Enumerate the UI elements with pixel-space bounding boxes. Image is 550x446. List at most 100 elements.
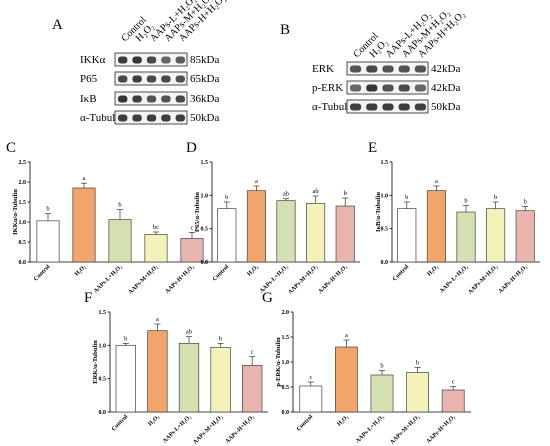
blot-row-label: IκB — [80, 93, 97, 105]
y-tick-label: 2.0 — [282, 310, 290, 316]
category-label: H₂O₂ — [147, 414, 161, 428]
blot-band — [398, 65, 410, 73]
bar — [370, 374, 394, 413]
blot-band — [398, 84, 410, 92]
blot-kda-label: 42kDa — [431, 63, 460, 75]
significance-letter: b — [219, 335, 222, 342]
bar — [144, 234, 168, 263]
y-tick-label: 1.0 — [201, 193, 209, 199]
blot-band — [350, 65, 362, 73]
significance-letter: c — [251, 349, 254, 356]
y-tick-label: 0.0 — [99, 410, 107, 416]
panel-letter: F — [84, 290, 92, 306]
category-label: AAPs-M+H₂O₂ — [192, 414, 224, 446]
blot-kda-label: 42kDa — [431, 82, 460, 94]
blot-band — [118, 95, 128, 103]
blot-band — [118, 56, 128, 64]
category-label: AAPs-M+H₂O₂ — [287, 264, 319, 296]
blot-kda-label: 85kDa — [190, 54, 219, 66]
significance-letter: ab — [313, 188, 319, 195]
category-label: AAPs-L+H₂O₂ — [355, 414, 386, 445]
western-blot-a: ControlH₂O₂AAPs-L+H₂O₂AAPs-M+H₂O₂AAPs-H+… — [80, 0, 228, 125]
blot-band — [366, 84, 378, 92]
category-label: AAPs-H+H₂O₂ — [498, 264, 529, 295]
category-label: AAPs-L+H₂O₂ — [162, 414, 193, 445]
panel-letter: E — [368, 140, 377, 156]
significance-letter: b — [416, 360, 419, 367]
blot-row-label: p-ERK — [312, 82, 343, 94]
bar-chart-c: C IKKα/α-Tubulin 0.0 0.5 1.0 1.5 2.0 2.5 b Contro… — [6, 140, 210, 296]
significance-letter: c — [452, 379, 455, 386]
bar-chart-f: F ERK/α-Tubulin 0.0 0.5 1.0 1.5 b Control a H₂O₂ a… — [84, 290, 268, 446]
y-tick-label: 1.0 — [381, 193, 389, 199]
category-label: Control — [111, 414, 130, 433]
blot-row-label: IKKα — [80, 54, 106, 66]
y-tick-label: 0.0 — [381, 260, 389, 266]
category-label: AAPs-H+H₂O₂ — [165, 264, 196, 295]
bar — [246, 190, 266, 263]
y-tick-label: 2.5 — [19, 160, 27, 166]
category-label: AAPs-M+H₂O₂ — [128, 264, 160, 296]
bar-chart-g: Gp-ERK/α-Tubulin 0.0 0.5 1.0 1.5 2.0 c Control a… — [262, 290, 471, 446]
blot-band — [146, 56, 157, 64]
bar — [335, 346, 358, 413]
blot-row-label: P65 — [80, 73, 98, 85]
y-axis-label: IKKα/α-Tubulin — [12, 189, 19, 235]
bar — [180, 238, 204, 263]
significance-letter: ab — [186, 329, 192, 336]
category-label: AAPs-H+H₂O₂ — [225, 414, 256, 445]
blot-kda-label: 65kDa — [190, 73, 219, 85]
category-label: AAPs-H+H₂O₂ — [318, 264, 349, 295]
significance-letter: b — [118, 202, 121, 209]
significance-letter: b — [344, 190, 347, 197]
western-blot-b: ControlH₂O₂AAPs-L+H₂O₂AAPs-M+H₂O₂AAPs-H+… — [312, 8, 467, 114]
bar — [441, 389, 465, 413]
bar — [426, 190, 446, 263]
bar — [406, 372, 429, 413]
significance-letter: a — [435, 178, 438, 185]
blot-band — [175, 56, 185, 64]
significance-letter: a — [83, 175, 86, 182]
category-label: AAPs-M+H₂O₂ — [467, 264, 499, 296]
blot-band — [414, 103, 426, 111]
y-tick-label: 0.0 — [201, 260, 209, 266]
blot-band — [118, 75, 128, 83]
blot-kda-label: 50kDa — [190, 112, 219, 124]
blot-kda-label: 36kDa — [190, 93, 219, 105]
significance-letter: ab — [283, 191, 289, 198]
blot-row-label: α-Tubulin — [312, 101, 356, 113]
significance-letter: bc — [153, 224, 159, 231]
blot-band — [366, 103, 378, 111]
bar — [299, 385, 323, 413]
y-axis-label: P65/α-Tubulin — [194, 192, 201, 232]
bar — [210, 346, 231, 413]
bar — [115, 344, 136, 413]
blot-band — [161, 75, 171, 83]
blot-band — [350, 84, 362, 92]
blot-band — [175, 75, 185, 83]
blot-band — [161, 95, 171, 103]
y-tick-label: 1.5 — [381, 160, 389, 166]
category-label: H₂O₂ — [336, 414, 350, 428]
blot-band — [132, 95, 142, 103]
blot-band — [146, 75, 157, 83]
category-label: H₂O₂ — [246, 264, 260, 278]
y-axis-label: IκB/α-Tubulin — [375, 192, 382, 232]
category-label: Control — [392, 264, 411, 283]
significance-letter: b — [464, 197, 467, 204]
y-tick-label: 0.5 — [201, 227, 209, 233]
y-tick-label: 0.5 — [381, 227, 389, 233]
significance-letter: b — [494, 194, 497, 201]
blot-band — [414, 65, 426, 73]
bar — [515, 210, 535, 263]
bar — [108, 219, 132, 263]
blot-band — [132, 75, 142, 83]
bar-chart-e: E IκB/α-Tubulin 0.0 0.5 1.0 1.5 b Control a H₂O₂ b… — [368, 140, 540, 296]
bar — [147, 330, 168, 413]
category-label: Control — [212, 264, 231, 283]
blot-band — [161, 114, 171, 122]
y-tick-label: 0.0 — [19, 260, 27, 266]
category-label: Control — [296, 414, 315, 433]
significance-letter: a — [156, 316, 159, 323]
bar — [217, 208, 237, 263]
